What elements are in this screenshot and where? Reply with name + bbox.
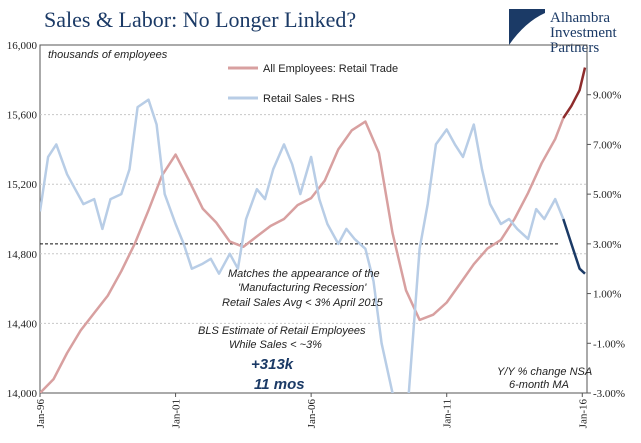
x-tick-label: Jan-01: [171, 399, 183, 428]
plot-frame: [39, 44, 588, 394]
series-employees-recent-line: [562, 67, 587, 119]
legend-label-sales: Retail Sales - RHS: [263, 93, 355, 105]
chart-title: Sales & Labor: No Longer Linked?: [44, 7, 356, 32]
grid-lines: [40, 114, 587, 324]
x-axis-ticks: Jan-96 Jan-01 Jan-06 Jan-11 Jan-16: [35, 393, 589, 428]
left-tick-label: 14,400: [7, 318, 38, 330]
right-tick-label: 5.00%: [593, 189, 621, 201]
annotation-note-8: Y/Y % change NSA: [497, 366, 592, 378]
series-lines: [40, 67, 587, 393]
right-axis-ticks: -3.00% -1.00% 1.00% 3.00% 5.00% 7.00% 9.00%: [587, 90, 625, 400]
annotation-note-2: 'Manufacturing Recession': [238, 282, 367, 294]
series-sales-recent-line: [562, 218, 586, 275]
annotation-note-1: Matches the appearance of the: [228, 268, 380, 280]
right-tick-label: 3.00%: [593, 239, 621, 251]
legend-label-employees: All Employees: Retail Trade: [263, 63, 398, 75]
x-tick-label: Jan-11: [442, 399, 454, 428]
series-sales-line: [40, 98, 565, 393]
series-employees-line: [40, 117, 565, 393]
left-tick-label: 15,200: [7, 179, 38, 191]
brand-logo-curve: [509, 13, 545, 45]
left-tick-label: 15,600: [7, 110, 38, 122]
annotation-note-4: BLS Estimate of Retail Employees: [198, 325, 366, 337]
annotation-note-5: While Sales < ~3%: [229, 339, 322, 351]
right-tick-label: 1.00%: [593, 289, 621, 301]
left-tick-label: 14,000: [7, 388, 38, 400]
right-tick-label: -3.00%: [593, 388, 625, 400]
x-tick-label: Jan-96: [35, 399, 47, 429]
x-tick-label: Jan-06: [306, 399, 318, 429]
brand-line-1: Alhambra: [550, 10, 610, 26]
legend: All Employees: Retail Trade Retail Sales…: [228, 63, 398, 105]
left-tick-label: 16,000: [7, 40, 38, 52]
annotation-note-3: Retail Sales Avg < 3% April 2015: [222, 297, 384, 309]
annotations: Matches the appearance of the 'Manufactu…: [198, 268, 592, 393]
left-tick-label: 14,800: [7, 249, 38, 261]
annotation-note-6: +313k: [251, 356, 294, 373]
left-axis-ticks: 14,000 14,400 14,800 15,200 15,600 16,000: [7, 40, 38, 400]
annotation-note-7: 11 mos: [254, 376, 305, 393]
right-tick-label: -1.00%: [593, 338, 625, 350]
x-tick-label: Jan-16: [577, 399, 589, 429]
right-tick-label: 9.00%: [593, 90, 621, 102]
left-axis-note: thousands of employees: [48, 49, 168, 61]
brand-logo: Alhambra Investment Partners: [509, 9, 617, 56]
brand-line-3: Partners: [550, 40, 599, 56]
right-tick-label: 7.00%: [593, 139, 621, 151]
annotation-note-9: 6-month MA: [509, 379, 569, 391]
brand-line-2: Investment: [550, 25, 617, 41]
